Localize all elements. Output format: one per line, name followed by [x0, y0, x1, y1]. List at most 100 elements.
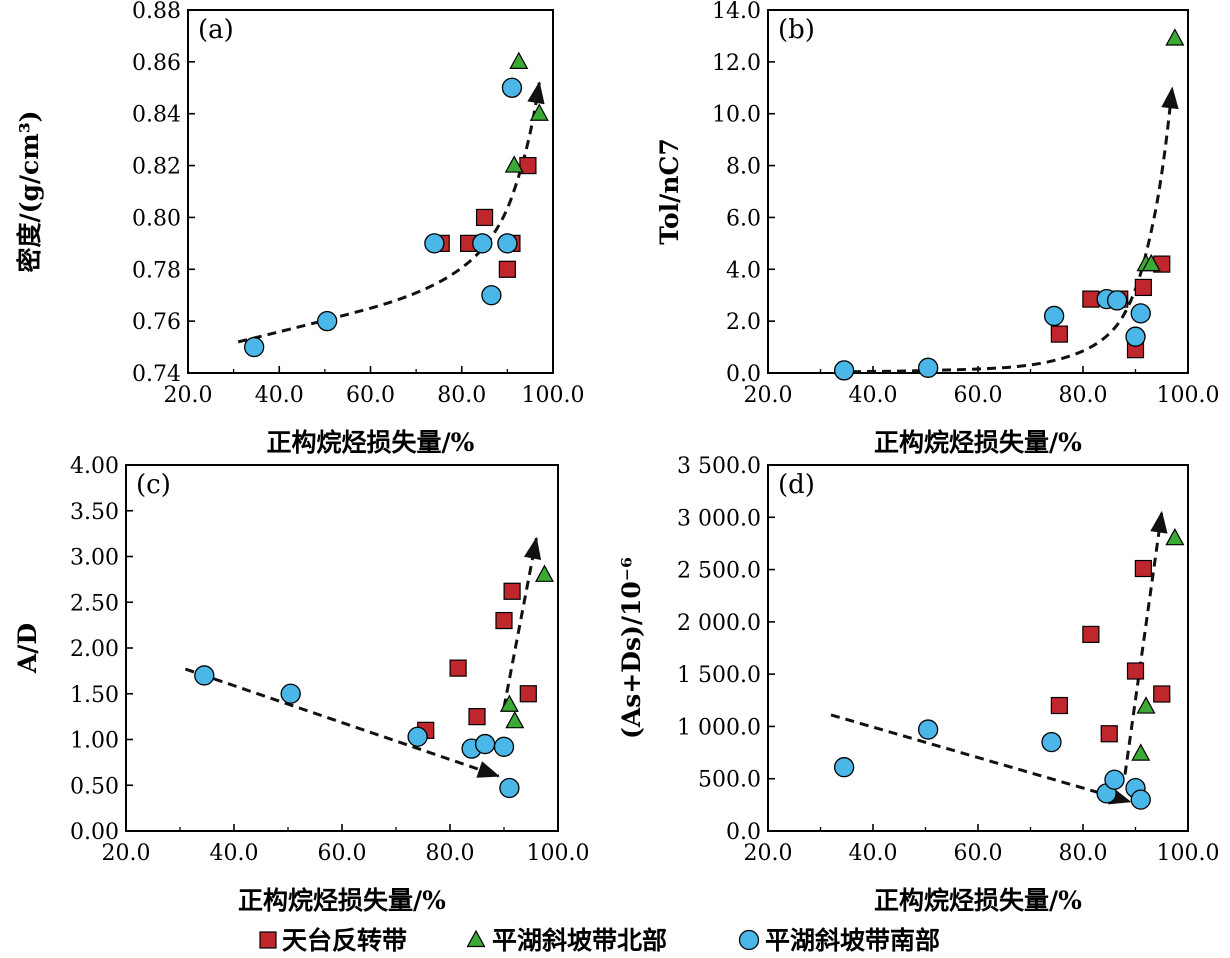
data-point-triangle	[1165, 527, 1185, 546]
y-tick-label: 4.0	[726, 258, 761, 283]
y-axis-title: A/D	[13, 623, 42, 674]
x-tick-label: 100.0	[522, 383, 585, 408]
y-tick-label: 1.00	[70, 729, 119, 754]
legend-marker-square	[259, 931, 277, 949]
x-tick-label: 80.0	[437, 383, 486, 408]
trend-arrow-head	[476, 761, 500, 778]
plot-frame	[187, 9, 554, 374]
y-tick-label: 14.0	[712, 0, 761, 24]
data-point-triangle	[509, 51, 529, 69]
data-point-square	[468, 708, 486, 726]
y-tick-label: 0.82	[132, 155, 181, 180]
y-tick-label: 2.00	[70, 637, 119, 662]
y-tick-label: 3.50	[70, 500, 119, 525]
y-tick-label: 1 500.0	[677, 663, 761, 688]
data-point-circle	[407, 726, 428, 747]
trend-arrow-head	[1150, 510, 1168, 534]
data-point-square	[495, 611, 513, 630]
trend-line	[184, 667, 500, 778]
data-point-triangle	[529, 103, 549, 121]
trend-line	[851, 87, 1174, 374]
y-tick-label: 12.0	[712, 51, 761, 76]
x-tick-label: 60.0	[346, 383, 395, 408]
data-point-circle	[424, 233, 445, 254]
y-tick-label: 2.50	[70, 591, 119, 616]
y-tick-label: 2 000.0	[677, 611, 761, 636]
trend-arrow-head	[527, 81, 545, 105]
y-tick-label: 4.00	[70, 454, 119, 479]
y-tick-label: 2 500.0	[677, 559, 761, 584]
x-tick-label: 100.0	[1157, 841, 1220, 866]
y-axis-title: Tol/nC7	[655, 138, 684, 245]
chart-panel-a: 20.0 40.0 60.0 80.0 100.0 0.74 0.76 0.78 0.80 0.8…	[15, 0, 584, 457]
data-point-triangle	[1165, 28, 1185, 46]
legend: 天台反转带 平湖斜坡带北部 平湖斜坡带南部	[259, 926, 940, 955]
chart-panel-b: 20.0 40.0 60.0 80.0 100.0 0.0 2.0 4.0 6.0 8.0 10.0…	[655, 0, 1219, 457]
chart-panel-d: 20.0 40.0 60.0 80.0 100.0 0.0 500.0 1 000.0 1 50…	[617, 454, 1219, 915]
data-point-circle	[917, 719, 939, 740]
data-point-triangle	[1141, 253, 1161, 272]
x-tick-label: 20.0	[102, 841, 151, 866]
y-tick-label: 3 500.0	[677, 454, 761, 479]
x-tick-label: 40.0	[210, 841, 259, 866]
data-point-triangle	[499, 694, 519, 712]
data-point-square	[1082, 290, 1100, 308]
data-point-circle	[1125, 326, 1146, 347]
data-point-circle	[194, 665, 215, 686]
data-point-square	[1082, 625, 1100, 644]
y-tick-label: 1.50	[70, 683, 119, 708]
data-point-circle	[493, 736, 515, 757]
data-point-triangle	[504, 155, 524, 173]
data-point-square	[1050, 325, 1068, 343]
x-tick-label: 100.0	[1157, 383, 1220, 408]
data-point-square	[1126, 662, 1145, 680]
y-tick-label: 0.76	[132, 310, 181, 335]
x-axis-title: 正构烷烃损失量/%	[874, 886, 1082, 915]
x-tick-label: 60.0	[954, 841, 1003, 866]
data-point-circle	[833, 757, 855, 778]
x-axis-title: 正构烷烃损失量/%	[874, 428, 1082, 457]
y-tick-label: 3 000.0	[677, 506, 761, 531]
plot-frame	[767, 464, 1189, 832]
y-tick-label: 6.0	[726, 206, 761, 231]
data-point-circle	[481, 285, 502, 306]
data-point-square	[1153, 685, 1171, 703]
x-axis-title: 正构烷烃损失量/%	[238, 886, 446, 915]
legend-label: 平湖斜坡带南部	[765, 926, 940, 955]
x-tick-label: 40.0	[255, 383, 304, 408]
data-point-circle	[472, 233, 493, 254]
y-axis-title: 密度/(g/cm³)	[15, 110, 44, 272]
data-point-square	[498, 260, 516, 278]
data-point-circle	[499, 777, 520, 799]
data-point-circle	[917, 357, 939, 378]
data-point-square	[519, 685, 537, 703]
x-tick-label: 20.0	[744, 841, 793, 866]
panel-label: (d)	[778, 470, 815, 500]
y-tick-label: 0.50	[70, 774, 119, 799]
data-point-triangle	[1131, 743, 1151, 761]
data-point-triangle	[1136, 696, 1156, 714]
y-tick-label: 0.00	[70, 820, 119, 845]
panel-label: (b)	[778, 15, 815, 45]
panel-label: (c)	[136, 470, 171, 500]
y-tick-label: 500.0	[698, 768, 761, 793]
y-tick-label: 0.0	[726, 820, 761, 845]
x-tick-label: 80.0	[1059, 383, 1108, 408]
data-point-circle	[833, 360, 855, 381]
y-tick-label: 0.80	[132, 206, 181, 231]
trend-line	[1123, 511, 1164, 775]
data-point-square	[1134, 559, 1152, 578]
y-tick-label: 10.0	[712, 103, 761, 128]
data-point-circle	[474, 733, 496, 755]
y-tick-label: 0.74	[132, 362, 181, 387]
data-point-circle	[317, 310, 338, 332]
trend-arrow-head	[523, 536, 542, 560]
data-point-circle	[497, 233, 518, 254]
trend-arrow-head	[1161, 86, 1179, 110]
trend-line	[830, 713, 1131, 804]
y-tick-label: 2.0	[726, 310, 761, 335]
legend-marker-triangle	[466, 929, 486, 948]
panel-label: (a)	[198, 15, 234, 45]
legend-marker-circle	[738, 929, 760, 951]
